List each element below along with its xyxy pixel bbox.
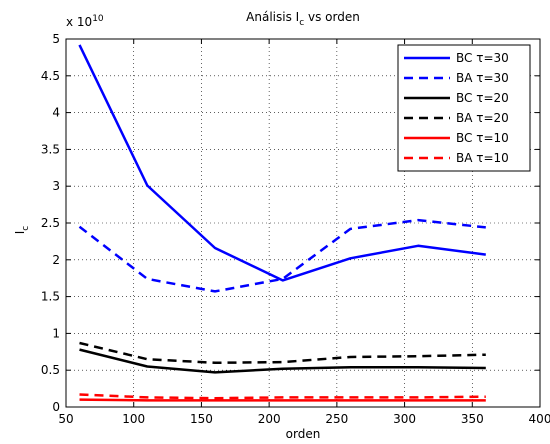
y-tick-label: 0.5 <box>41 363 60 377</box>
y-tick-label: 1.5 <box>41 290 60 304</box>
y-tick-label: 2 <box>52 253 60 267</box>
x-tick-label: 250 <box>325 412 348 426</box>
x-tick-label: 400 <box>529 412 550 426</box>
series-line <box>78 218 486 293</box>
y-tick-label: 5 <box>52 32 60 46</box>
grid <box>66 39 540 407</box>
series-layer <box>78 44 486 402</box>
legend-label: BC τ=10 <box>456 131 509 145</box>
legend-label: BC τ=30 <box>456 51 509 65</box>
y-tick-label: 1 <box>52 326 60 340</box>
y-tick-label: 3 <box>52 179 60 193</box>
x-tick-label: 100 <box>122 412 145 426</box>
legend-label: BC τ=20 <box>456 91 509 105</box>
y-tick-label: 3.5 <box>41 142 60 156</box>
x-axis-label: orden <box>286 427 321 441</box>
y-axis-label: Ic <box>13 226 31 235</box>
series-line <box>78 44 486 282</box>
chart-title: Análisis Ic vs orden <box>246 10 360 28</box>
series-line <box>79 348 486 374</box>
legend-label: BA τ=30 <box>456 71 509 85</box>
legend-label: BA τ=20 <box>456 111 509 125</box>
series-line <box>79 393 486 400</box>
exponent-label: x 1010 <box>66 14 104 29</box>
y-tick-label: 4 <box>52 106 60 120</box>
y-tick-label: 4.5 <box>41 69 60 83</box>
x-tick-label: 300 <box>393 412 416 426</box>
y-tick-label: 0 <box>52 400 60 414</box>
x-tick-label: 350 <box>461 412 484 426</box>
y-tick-label: 2.5 <box>41 216 60 230</box>
tick-labels: 50 100 150 200 250 300 350 400 0 0.5 1 1.5 2 2.5 3 3.5 4… <box>41 32 550 426</box>
x-tick-label: 200 <box>258 412 281 426</box>
x-tick-label: 50 <box>58 412 73 426</box>
legend-label: BA τ=10 <box>456 151 509 165</box>
legend: BC τ=30 BA τ=30 BC τ=20 BA τ=20 BC τ=10 BA τ=… <box>397 44 531 172</box>
legend-box <box>397 44 531 172</box>
x-tick-label: 150 <box>190 412 213 426</box>
ticks <box>65 38 541 408</box>
series-line <box>79 398 486 402</box>
